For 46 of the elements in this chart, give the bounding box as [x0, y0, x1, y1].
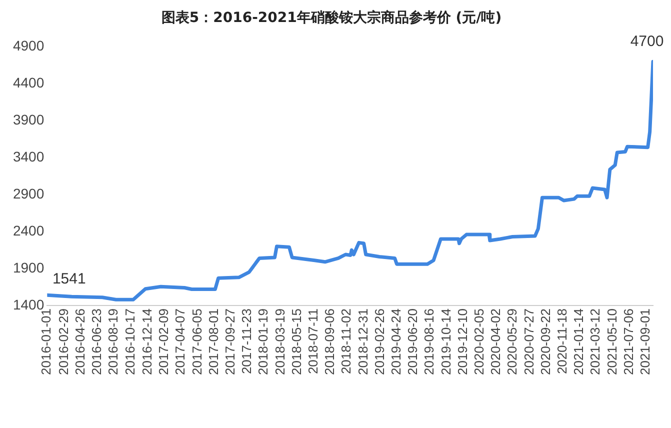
y-tick-label: 1900 [12, 259, 44, 276]
x-tick-label: 2018-07-11 [305, 308, 320, 374]
y-tick-label: 3400 [12, 148, 44, 165]
y-tick-label: 3900 [12, 112, 44, 128]
x-tick-label: 2020-05-29 [504, 308, 520, 375]
x-tick-label: 2017-11-23 [238, 308, 254, 374]
x-tick-label: 2017-04-07 [172, 308, 188, 375]
x-tick-label: 2019-04-24 [388, 308, 404, 375]
x-tick-label: 2016-10-17 [122, 308, 138, 375]
x-tick-label: 2019-08-16 [421, 308, 436, 375]
x-tick-label: 2016-04-26 [72, 308, 88, 375]
x-tick-label: 2017-08-01 [206, 308, 221, 375]
x-tick-label: 2019-06-20 [404, 308, 420, 375]
x-tick-label: 2020-09-22 [538, 308, 553, 375]
x-tick-label: 2016-12-14 [139, 308, 154, 375]
x-tick-label: 2018-05-15 [288, 308, 304, 375]
x-tick-label: 2017-09-27 [222, 308, 238, 375]
x-tick-label: 2020-07-27 [521, 308, 536, 375]
x-tick-label: 2021-05-10 [604, 308, 620, 375]
x-tick-label: 2020-11-18 [554, 308, 570, 374]
y-tick-label: 2400 [12, 222, 44, 238]
y-tick-label: 4400 [12, 74, 44, 91]
x-tick-label: 2018-12-31 [355, 308, 370, 375]
x-tick-label: 2018-03-19 [272, 308, 288, 375]
x-tick-label: 2021-09-01 [637, 308, 652, 375]
x-tick-label: 2019-12-10 [454, 308, 470, 375]
x-tick-label: 2016-02-29 [56, 308, 71, 375]
x-tick-label: 2020-02-05 [471, 308, 486, 375]
x-tick-label: 2016-06-23 [89, 308, 104, 375]
x-tick-label: 2017-02-09 [156, 308, 171, 375]
x-tick-label: 2021-01-14 [570, 308, 586, 375]
x-tick-label: 2021-07-06 [620, 308, 636, 375]
x-tick-label: 2018-01-19 [255, 308, 270, 375]
data-label: 4700 [630, 33, 664, 50]
chart-title: 图表5：2016-2021年硝酸铵大宗商品参考价 (元/吨) [161, 9, 502, 26]
x-tick-label: 2018-11-02 [338, 308, 354, 374]
y-tick-label: 2900 [12, 185, 44, 202]
x-tick-label: 2016-08-19 [106, 308, 121, 375]
x-tick-label: 2021-03-12 [587, 308, 602, 375]
data-label: 1541 [52, 270, 86, 288]
x-tick-label: 2019-02-26 [372, 308, 387, 375]
x-tick-label: 2018-09-06 [322, 308, 337, 375]
x-tick-label: 2017-06-05 [189, 308, 204, 375]
x-tick-label: 2020-04-02 [488, 308, 503, 375]
y-tick-label: 4900 [12, 38, 44, 54]
x-tick-label: 2019-10-14 [438, 308, 454, 375]
